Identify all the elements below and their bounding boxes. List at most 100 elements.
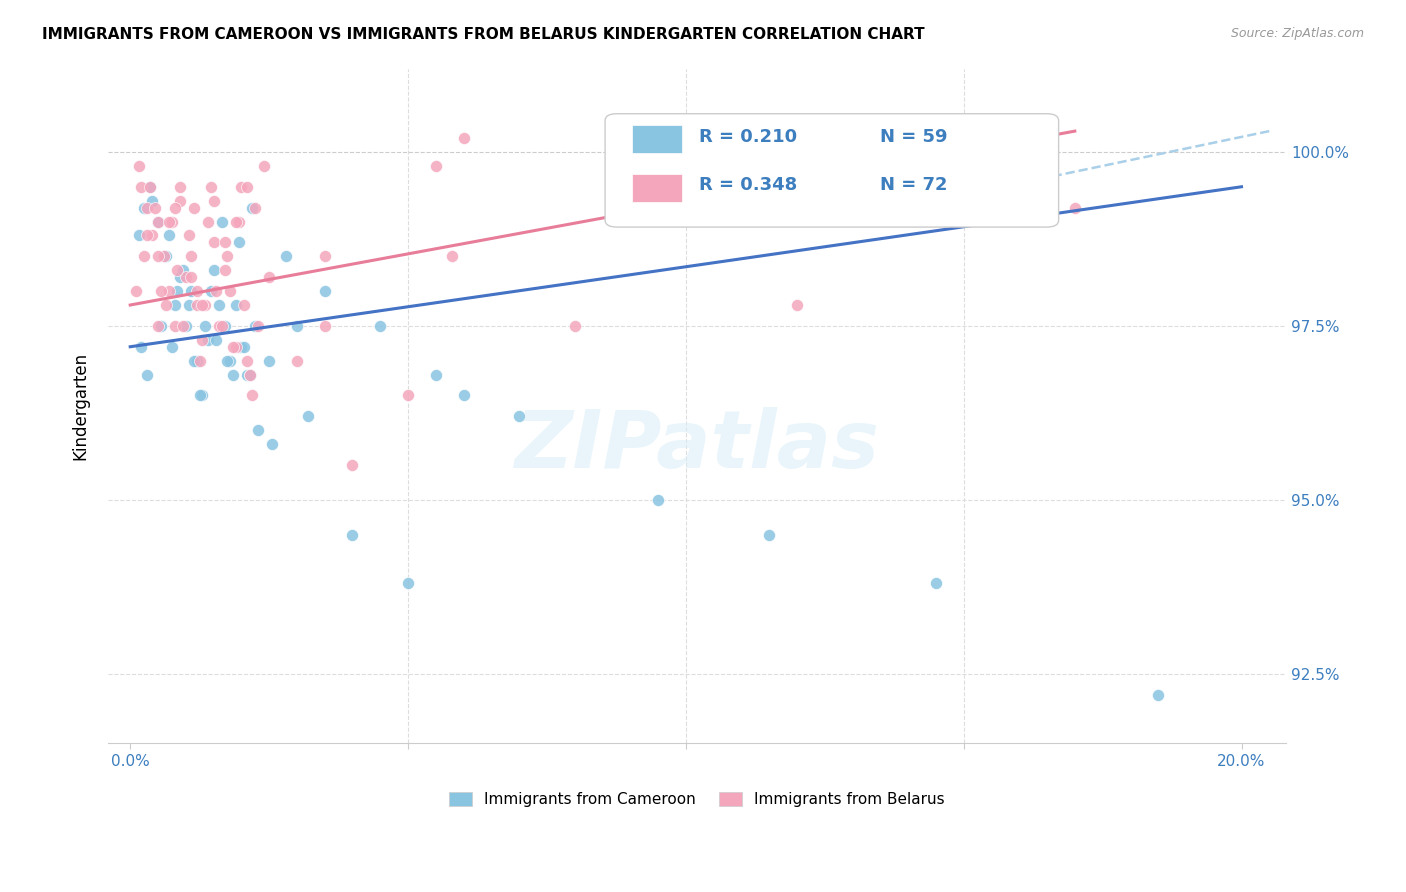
Point [1147,688,1170,702]
Point [228,214,250,228]
Point [247,423,270,437]
Point [242,201,264,215]
Point [205,284,228,298]
Point [174,318,197,333]
Point [188,353,211,368]
Point [1063,201,1085,215]
Point [166,263,188,277]
Point [180,270,202,285]
Point [131,179,153,194]
FancyBboxPatch shape [605,113,1059,227]
Point [217,353,239,368]
Point [146,249,169,263]
Point [152,249,174,263]
Point [274,249,297,263]
Point [194,298,217,312]
Point [128,159,150,173]
Point [247,318,270,333]
Point [194,318,217,333]
Point [183,353,205,368]
Point [174,270,197,285]
Point [169,270,191,285]
Point [163,318,186,333]
Point [236,353,259,368]
Point [205,333,228,347]
Point [141,194,163,208]
Point [186,298,208,312]
Point [191,298,214,312]
Point [208,298,231,312]
Point [202,235,225,250]
Point [214,318,236,333]
Point [135,368,157,382]
Point [239,368,262,382]
Text: R = 0.348: R = 0.348 [699,177,797,194]
Point [647,492,669,507]
Text: N = 72: N = 72 [880,177,948,194]
Point [135,228,157,243]
Point [285,353,308,368]
Point [952,201,974,215]
Point [564,318,586,333]
Point [200,284,222,298]
Point [155,249,177,263]
Point [172,318,194,333]
Bar [633,174,682,202]
Legend: Immigrants from Cameroon, Immigrants from Belarus: Immigrants from Cameroon, Immigrants fro… [443,786,950,814]
Point [245,318,267,333]
Point [143,201,166,215]
Point [146,214,169,228]
Point [260,437,283,451]
Y-axis label: Kindergarten: Kindergarten [72,351,89,460]
Point [257,270,280,285]
Point [342,527,364,541]
Point [425,159,447,173]
Point [342,458,364,472]
Point [155,298,177,312]
Point [152,249,174,263]
Point [758,527,780,541]
Point [186,284,208,298]
Point [138,179,160,194]
Point [169,194,191,208]
Point [186,353,208,368]
Point [191,388,214,402]
Point [368,318,391,333]
Point [225,340,247,354]
Point [214,235,236,250]
Point [225,214,247,228]
Text: IMMIGRANTS FROM CAMEROON VS IMMIGRANTS FROM BELARUS KINDERGARTEN CORRELATION CHA: IMMIGRANTS FROM CAMEROON VS IMMIGRANTS F… [42,27,925,42]
Point [508,409,530,424]
Point [135,201,157,215]
Point [217,249,239,263]
Point [191,333,214,347]
Point [163,201,186,215]
Point [157,284,180,298]
Point [233,340,256,354]
Point [131,340,153,354]
Point [188,388,211,402]
Point [285,318,308,333]
Point [222,368,245,382]
Point [211,318,233,333]
Point [200,179,222,194]
Text: R = 0.210: R = 0.210 [699,128,797,146]
Point [236,368,259,382]
Point [141,228,163,243]
Point [149,318,172,333]
Point [132,201,155,215]
Point [157,214,180,228]
Point [219,353,242,368]
Point [177,228,200,243]
Point [314,284,336,298]
Point [396,388,419,402]
Point [160,214,183,228]
Point [214,263,236,277]
Point [453,131,475,145]
Text: Source: ZipAtlas.com: Source: ZipAtlas.com [1230,27,1364,40]
Point [425,368,447,382]
Point [172,263,194,277]
Point [441,249,464,263]
Point [128,228,150,243]
Point [231,340,253,354]
